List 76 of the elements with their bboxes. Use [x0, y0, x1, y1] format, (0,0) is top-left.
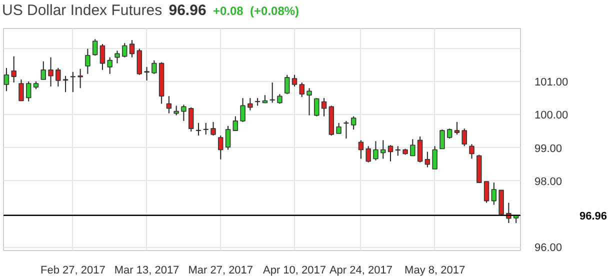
candlestick — [395, 146, 401, 156]
candlestick — [85, 48, 90, 74]
candlestick — [62, 75, 68, 93]
candlestick — [491, 182, 497, 206]
candlestick — [299, 82, 304, 98]
x-tick-label: Mar 27, 2017 — [188, 264, 254, 276]
text: (+0.08%) — [250, 4, 300, 18]
candlestick — [70, 71, 76, 93]
candlestick — [270, 82, 275, 104]
candlestick — [18, 79, 24, 102]
candlestick — [196, 122, 202, 136]
candlestick — [248, 98, 253, 111]
candlestick — [48, 56, 54, 87]
x-tick-label: Apr 10, 2017 — [263, 264, 326, 276]
chart-title: US Dollar Index Futures — [2, 2, 162, 19]
candlestick — [92, 38, 98, 56]
x-tick-label: Feb 27, 2017 — [40, 264, 106, 276]
candlestick — [188, 106, 194, 132]
candlestick — [122, 42, 128, 58]
y-tick-label: 100.00 — [534, 110, 568, 122]
candlestick — [225, 125, 231, 150]
candlestick — [232, 116, 238, 132]
candlestick — [321, 98, 327, 117]
candlestick — [218, 135, 224, 160]
candlestick — [454, 121, 460, 136]
candlestick — [314, 98, 320, 117]
candlestick — [440, 129, 445, 150]
text: +0.08 — [212, 4, 244, 18]
y-tick-label: 96.00 — [534, 242, 562, 254]
candlestick — [56, 67, 61, 87]
text: 96.96 — [168, 2, 206, 19]
candlestick — [344, 120, 349, 140]
candlestick — [100, 44, 106, 70]
candlestick — [107, 56, 112, 74]
candlestick — [181, 104, 186, 122]
candlestick — [424, 151, 430, 168]
candlestick — [350, 116, 356, 130]
candlestick — [174, 105, 179, 116]
candlestick — [240, 98, 246, 122]
y-tick-label: 99.00 — [534, 142, 562, 155]
candlestick — [40, 60, 46, 80]
candlestick — [366, 146, 371, 163]
candlestick — [373, 140, 378, 161]
candlestick — [388, 144, 394, 162]
candlestick — [166, 96, 172, 114]
candlestick — [410, 138, 416, 156]
candlestick — [78, 68, 83, 89]
x-tick-label: May 8, 2017 — [404, 264, 466, 276]
candlestick — [210, 121, 216, 136]
candlestick — [11, 56, 16, 84]
candlestick — [358, 140, 364, 160]
candlestick — [380, 140, 386, 160]
candlestick — [284, 74, 290, 95]
candlestick — [152, 60, 157, 74]
candlestick — [306, 88, 312, 116]
y-tick-label: 101.00 — [534, 76, 568, 89]
candlestick — [462, 128, 467, 147]
candlestick — [144, 66, 150, 82]
ref-line-label: 96.96 — [580, 210, 608, 222]
candlestick — [4, 67, 10, 92]
candlestick — [129, 40, 135, 58]
candlestick — [26, 81, 32, 102]
candlestick — [446, 128, 452, 140]
candlestick — [432, 146, 438, 170]
candlestick — [336, 122, 342, 134]
candlestick — [277, 94, 282, 104]
candlestick — [484, 181, 490, 204]
candlestick — [417, 136, 423, 163]
candlestick — [136, 48, 142, 76]
candlestick — [203, 122, 208, 136]
candlestick — [114, 50, 120, 64]
candlestick — [469, 144, 474, 160]
y-tick-label: 98.00 — [534, 176, 562, 188]
candlestick — [292, 74, 298, 87]
x-tick-label: Apr 24, 2017 — [329, 264, 392, 276]
x-tick-label: Mar 13, 2017 — [114, 264, 180, 276]
